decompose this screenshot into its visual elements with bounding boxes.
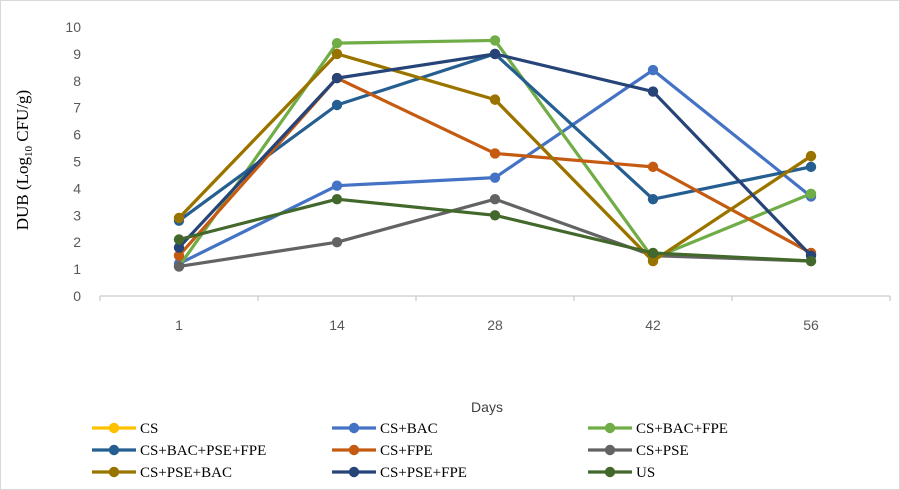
legend-marker	[604, 466, 616, 478]
legend-marker	[348, 444, 360, 456]
y-tick-label: 10	[65, 19, 81, 35]
x-axis-ticks: 1 14 28 42 56	[99, 296, 891, 333]
data-point	[647, 247, 659, 259]
x-axis-label: Days	[471, 399, 503, 415]
data-point	[331, 72, 343, 84]
legend-marker	[604, 422, 616, 434]
y-tick-label: 5	[73, 154, 81, 170]
data-point	[331, 48, 343, 60]
data-point	[647, 86, 659, 97]
legend-label: CS+BAC+FPE	[636, 421, 728, 437]
legend-marker	[348, 466, 360, 478]
legend-item: CS+BAC+FPE	[588, 421, 728, 437]
legend-item: CS+PSE+BAC	[92, 465, 232, 481]
legend-item: CS+BAC+PSE+FPE	[92, 443, 266, 459]
x-tick-label: 28	[487, 317, 503, 333]
data-point	[489, 193, 501, 205]
legend-label: CS	[140, 421, 158, 437]
y-tick-label: 4	[73, 180, 81, 196]
legend: CS CS+BAC CS+BAC+FPE CS+BAC+PSE+FPE CS+FPE CS…	[92, 421, 728, 481]
series-cs-pse-bac	[173, 48, 817, 267]
data-point	[173, 242, 185, 253]
x-tick-label: 1	[175, 317, 183, 333]
data-point	[805, 161, 817, 173]
legend-marker	[108, 422, 120, 434]
series-us	[173, 193, 817, 267]
data-point	[489, 210, 501, 221]
legend-item: CS+BAC	[332, 421, 438, 437]
data-point	[331, 237, 343, 248]
y-tick-label: 8	[73, 73, 81, 89]
data-point	[489, 172, 501, 183]
legend-marker	[604, 444, 616, 456]
legend-marker	[108, 466, 120, 478]
legend-label: CS+PSE+FPE	[380, 465, 467, 481]
x-tick-label: 42	[645, 317, 661, 333]
y-axis-ticks: 0 1 2 3 4 5 6 7 8 9 10	[65, 19, 81, 304]
data-point	[331, 193, 343, 205]
y-tick-label: 6	[73, 127, 81, 143]
legend-label: CS+FPE	[380, 443, 433, 459]
data-point	[173, 234, 185, 245]
y-tick-label: 3	[73, 207, 81, 223]
data-point	[489, 48, 501, 60]
legend-item: CS+FPE	[332, 443, 433, 459]
data-point	[331, 180, 343, 191]
data-point	[489, 35, 501, 46]
data-point	[647, 64, 659, 76]
x-tick-label: 56	[803, 317, 819, 333]
legend-item: CS+PSE	[588, 443, 689, 459]
y-tick-label: 2	[73, 234, 81, 250]
legend-label: CS+PSE	[636, 443, 689, 459]
x-tick-label: 14	[329, 317, 345, 333]
data-point	[647, 161, 659, 173]
legend-item: CS+PSE+FPE	[332, 465, 467, 481]
data-point	[805, 188, 817, 199]
legend-label: CS+BAC	[380, 421, 438, 437]
legend-label: US	[636, 465, 655, 481]
data-point	[647, 193, 659, 205]
data-point	[489, 148, 501, 159]
data-point	[805, 255, 817, 267]
legend-marker	[348, 422, 360, 434]
legend-item: CS	[92, 421, 158, 437]
legend-label: CS+BAC+PSE+FPE	[140, 443, 266, 459]
legend-item: US	[588, 465, 655, 481]
data-point	[173, 250, 185, 261]
legend-marker	[108, 444, 120, 456]
y-tick-label: 9	[73, 46, 81, 62]
data-point	[173, 212, 185, 224]
data-point	[805, 150, 817, 162]
y-axis-label: DUB (Log10 CFU/g)	[13, 90, 35, 230]
y-tick-label: 0	[73, 288, 81, 304]
data-point	[331, 37, 343, 49]
data-point	[331, 99, 343, 111]
data-point	[647, 255, 659, 267]
series-layer	[173, 35, 817, 272]
data-point	[489, 94, 501, 105]
data-point	[173, 261, 185, 272]
y-tick-label: 7	[73, 100, 81, 116]
legend-label: CS+PSE+BAC	[140, 465, 232, 481]
y-tick-label: 1	[73, 261, 81, 277]
